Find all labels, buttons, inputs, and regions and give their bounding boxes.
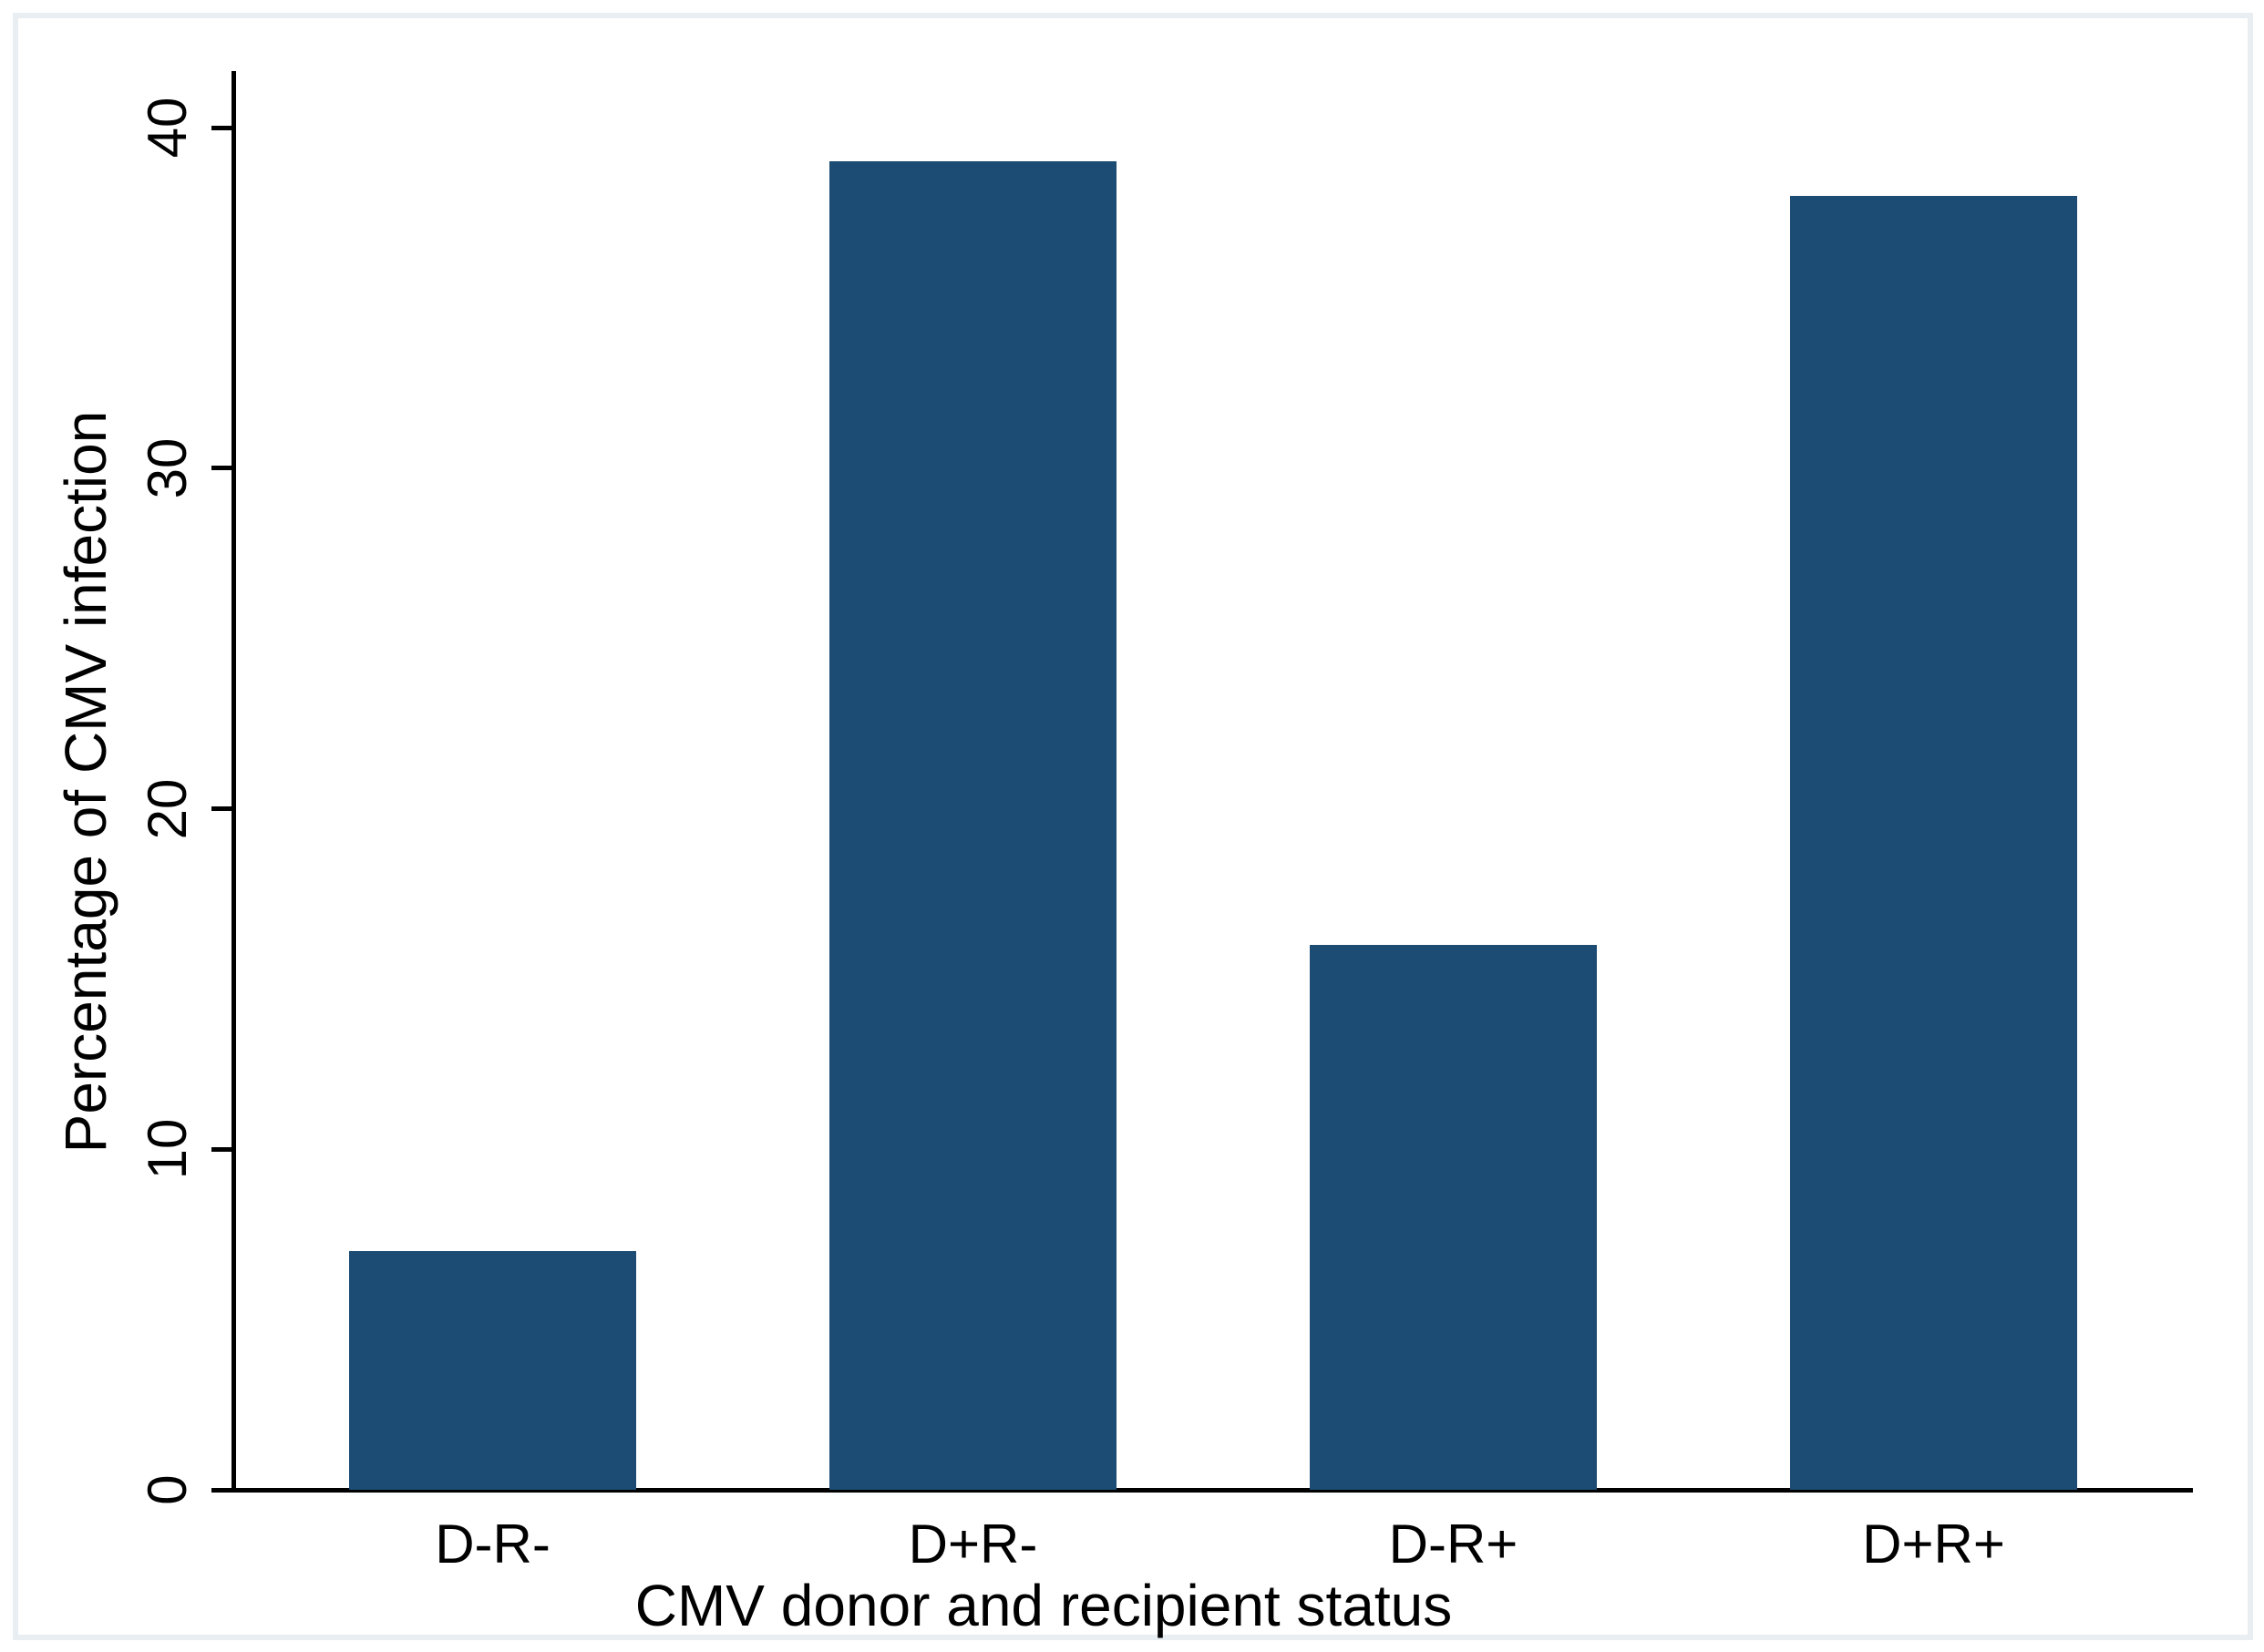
y-tick-label: 20 [137,778,198,839]
x-category-label: D+R+ [1862,1513,2005,1575]
y-axis-line [232,71,236,1493]
y-tick-label: 0 [137,1474,198,1505]
y-axis-title: Percentage of CMV infection [53,410,118,1154]
y-tick [211,466,234,471]
x-axis-title: CMV donor and recipient status [634,1573,1453,1638]
x-axis-line [211,1488,2193,1493]
bar-D+R+ [1790,196,2077,1490]
x-category-label: D+R- [908,1513,1038,1575]
y-tick [211,1146,234,1152]
y-tick [211,1487,234,1493]
bar-D-R+ [1310,945,1597,1490]
y-tick [211,806,234,811]
x-category-label: D-R- [435,1513,551,1575]
y-tick-label: 30 [137,437,198,499]
y-tick-label: 40 [137,97,198,159]
x-category-label: D-R+ [1388,1513,1518,1575]
figure-border [13,13,2253,1640]
y-tick [211,125,234,130]
bar-D+R- [829,161,1117,1490]
bar-D-R- [349,1251,636,1490]
y-tick-label: 10 [137,1118,198,1180]
